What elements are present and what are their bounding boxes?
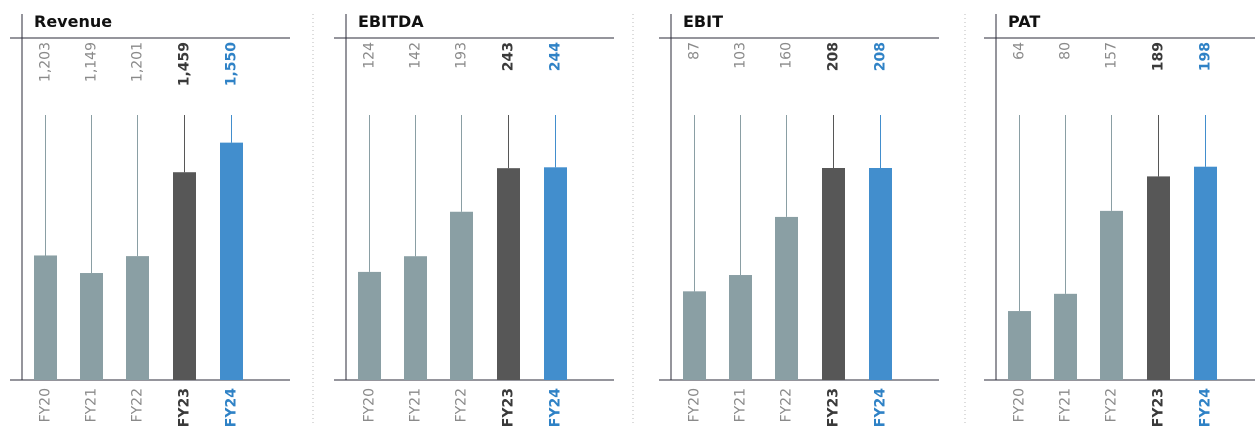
chart-title: EBIT xyxy=(683,12,723,31)
category-label: FY22 xyxy=(779,388,795,422)
category-label: FY23 xyxy=(501,388,517,427)
category-label: FY22 xyxy=(130,388,146,422)
value-label: 193 xyxy=(454,42,470,69)
category-label: FY24 xyxy=(873,388,889,427)
bar-fy23 xyxy=(1147,176,1170,380)
bar-fy20 xyxy=(358,271,381,380)
bar-fy23 xyxy=(173,172,196,380)
category-label: FY22 xyxy=(454,388,470,422)
bar-fy21 xyxy=(404,256,427,380)
category-label: FY23 xyxy=(1151,388,1167,427)
category-label: FY20 xyxy=(38,388,54,422)
bar-fy24 xyxy=(544,167,567,380)
value-label: 80 xyxy=(1058,42,1074,60)
value-label: 103 xyxy=(733,42,749,69)
chart-title: EBITDA xyxy=(358,12,424,31)
bar-fy22 xyxy=(775,216,798,380)
chart-title: Revenue xyxy=(34,12,112,31)
category-label: FY21 xyxy=(84,388,100,422)
bar-fy22 xyxy=(450,211,473,380)
category-label: FY23 xyxy=(177,388,193,427)
value-label: 1,203 xyxy=(38,42,54,82)
category-label: FY21 xyxy=(1058,388,1074,422)
value-label: 1,550 xyxy=(224,42,240,87)
value-label: 244 xyxy=(548,42,564,71)
bar-fy20 xyxy=(34,255,57,380)
bar-fy21 xyxy=(729,275,752,380)
chart-pat: PAT 64 FY20 80 FY21 157 FY22 189 FY23 198 FY24 xyxy=(984,12,1255,427)
value-label: 1,149 xyxy=(84,42,100,82)
value-label: 157 xyxy=(1104,42,1120,69)
value-label: 64 xyxy=(1012,42,1028,60)
value-label: 1,201 xyxy=(130,42,146,82)
chart-ebit: EBIT 87 FY20 103 FY21 160 FY22 208 FY23 208 FY24 xyxy=(659,12,939,427)
value-label: 243 xyxy=(501,42,517,71)
bar-fy24 xyxy=(220,142,243,380)
category-label: FY24 xyxy=(224,388,240,427)
bar-fy20 xyxy=(1008,311,1031,380)
bar-fy20 xyxy=(683,291,706,380)
category-label: FY24 xyxy=(548,388,564,427)
chart-ebitda: EBITDA 124 FY20 142 FY21 193 FY22 243 FY23 244 FY2… xyxy=(334,12,614,427)
bar-fy24 xyxy=(869,168,892,380)
bar-fy22 xyxy=(126,256,149,380)
category-label: FY20 xyxy=(687,388,703,422)
bar-fy21 xyxy=(80,273,103,380)
category-label: FY21 xyxy=(408,388,424,422)
category-label: FY20 xyxy=(1012,388,1028,422)
bar-fy21 xyxy=(1054,293,1077,380)
value-label: 160 xyxy=(779,42,795,69)
value-label: 1,459 xyxy=(177,42,193,86)
value-label: 208 xyxy=(826,42,842,71)
category-label: FY22 xyxy=(1104,388,1120,422)
category-label: FY24 xyxy=(1198,388,1214,427)
value-label: 87 xyxy=(687,42,703,60)
bar-fy23 xyxy=(822,168,845,380)
category-label: FY20 xyxy=(362,388,378,422)
bar-fy23 xyxy=(497,168,520,380)
category-label: FY23 xyxy=(826,388,842,427)
chart-title: PAT xyxy=(1008,12,1040,31)
value-label: 198 xyxy=(1198,42,1214,71)
chart-revenue: Revenue 1,203 FY20 1,149 FY21 1,201 FY22 1,459 F… xyxy=(10,12,290,427)
value-label: 124 xyxy=(362,42,378,69)
value-label: 208 xyxy=(873,42,889,71)
category-label: FY21 xyxy=(733,388,749,422)
bar-fy24 xyxy=(1194,166,1217,380)
value-label: 189 xyxy=(1151,42,1167,71)
bar-fy22 xyxy=(1100,210,1123,380)
value-label: 142 xyxy=(408,42,424,69)
